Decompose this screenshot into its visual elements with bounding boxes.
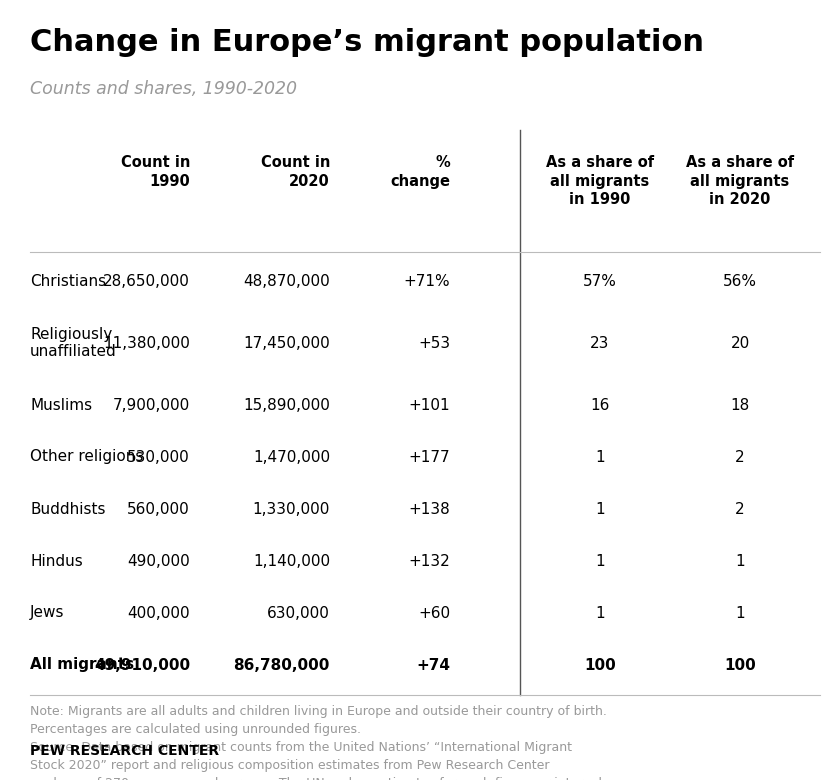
Text: +138: +138 <box>408 502 450 516</box>
Text: 49,910,000: 49,910,000 <box>94 658 190 672</box>
Text: 1: 1 <box>596 449 605 465</box>
Text: PEW RESEARCH CENTER: PEW RESEARCH CENTER <box>30 744 219 758</box>
Text: 1: 1 <box>735 554 745 569</box>
Text: %
change: % change <box>390 155 450 189</box>
Text: All migrants: All migrants <box>30 658 134 672</box>
Text: 1,330,000: 1,330,000 <box>253 502 330 516</box>
Text: 560,000: 560,000 <box>127 502 190 516</box>
Text: 1: 1 <box>596 554 605 569</box>
Text: +74: +74 <box>416 658 450 672</box>
Text: 1: 1 <box>735 605 745 621</box>
Text: 57%: 57% <box>583 274 617 289</box>
Text: +71%: +71% <box>403 274 450 289</box>
Text: Jews: Jews <box>30 605 65 621</box>
Text: 1: 1 <box>596 502 605 516</box>
Text: Count in
1990: Count in 1990 <box>121 155 190 189</box>
Text: 100: 100 <box>584 658 616 672</box>
Text: 17,450,000: 17,450,000 <box>244 335 330 350</box>
Text: 2: 2 <box>735 449 745 465</box>
Text: Muslims: Muslims <box>30 398 92 413</box>
Text: Religiously
unaffiliated: Religiously unaffiliated <box>30 327 117 360</box>
Text: Note: Migrants are all adults and children living in Europe and outside their co: Note: Migrants are all adults and childr… <box>30 705 606 780</box>
Text: Buddhists: Buddhists <box>30 502 106 516</box>
Text: +53: +53 <box>417 335 450 350</box>
Text: Count in
2020: Count in 2020 <box>260 155 330 189</box>
Text: 48,870,000: 48,870,000 <box>244 274 330 289</box>
Text: 16: 16 <box>591 398 610 413</box>
Text: 20: 20 <box>730 335 749 350</box>
Text: 1: 1 <box>596 605 605 621</box>
Text: 18: 18 <box>730 398 749 413</box>
Text: As a share of
all migrants
in 2020: As a share of all migrants in 2020 <box>686 155 794 207</box>
Text: Other religions: Other religions <box>30 449 144 465</box>
Text: 530,000: 530,000 <box>127 449 190 465</box>
Text: 56%: 56% <box>723 274 757 289</box>
Text: 400,000: 400,000 <box>128 605 190 621</box>
Text: As a share of
all migrants
in 1990: As a share of all migrants in 1990 <box>546 155 654 207</box>
Text: 28,650,000: 28,650,000 <box>103 274 190 289</box>
Text: 11,380,000: 11,380,000 <box>103 335 190 350</box>
Text: +177: +177 <box>408 449 450 465</box>
Text: Change in Europe’s migrant population: Change in Europe’s migrant population <box>30 28 704 57</box>
Text: 7,900,000: 7,900,000 <box>113 398 190 413</box>
Text: 86,780,000: 86,780,000 <box>234 658 330 672</box>
Text: Counts and shares, 1990-2020: Counts and shares, 1990-2020 <box>30 80 297 98</box>
Text: 100: 100 <box>724 658 756 672</box>
Text: 1,470,000: 1,470,000 <box>253 449 330 465</box>
Text: Christians: Christians <box>30 274 106 289</box>
Text: +101: +101 <box>408 398 450 413</box>
Text: +132: +132 <box>408 554 450 569</box>
Text: 1,140,000: 1,140,000 <box>253 554 330 569</box>
Text: +60: +60 <box>417 605 450 621</box>
Text: Hindus: Hindus <box>30 554 83 569</box>
Text: 15,890,000: 15,890,000 <box>243 398 330 413</box>
Text: 630,000: 630,000 <box>267 605 330 621</box>
Text: 23: 23 <box>591 335 610 350</box>
Text: 490,000: 490,000 <box>127 554 190 569</box>
Text: 2: 2 <box>735 502 745 516</box>
